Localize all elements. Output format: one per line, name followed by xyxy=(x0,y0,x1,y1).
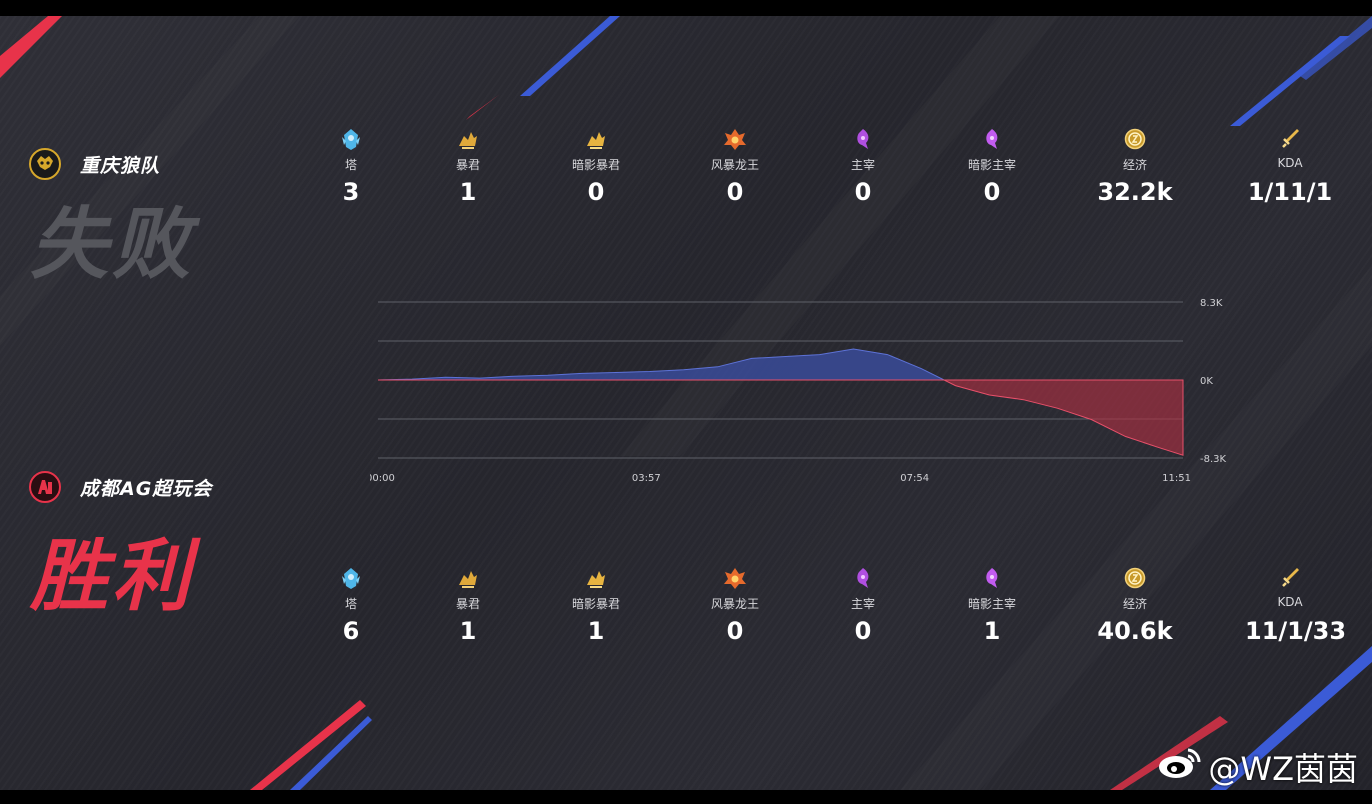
bottom-stat-value: 1 xyxy=(983,617,1001,645)
bottom-stat-value: 6 xyxy=(342,617,360,645)
weibo-watermark: @WZ茵茵 xyxy=(1156,744,1358,790)
storm-dragon-icon xyxy=(690,126,780,152)
tower-icon xyxy=(306,126,396,152)
top-stat-label: 经济 xyxy=(1122,158,1147,172)
top-stat-value: 0 xyxy=(983,178,1001,206)
sword-icon xyxy=(1245,126,1335,152)
gold-difference-chart: 8.3K 0K -8.3K 00:00 03:57 07:54 11:51 xyxy=(370,298,1227,484)
top-stat-3: 风暴龙王 0 xyxy=(690,126,780,206)
top-team-stats: 塔 3 暴君 1 暗影暴君 0 风暴龙王 0 主宰 0 暗影主宰 0 经济 32.2k KDA 1/11/1 xyxy=(320,126,1360,216)
top-stat-value: 1/11/1 xyxy=(1247,178,1333,206)
chart-y-tick-label: -8.3K xyxy=(1200,454,1227,465)
bottom-stat-label: 经济 xyxy=(1122,597,1147,611)
watermark-text: @WZ茵茵 xyxy=(1208,750,1358,788)
shadow-overlord-icon xyxy=(947,126,1037,152)
chart-y-tick-label: 8.3K xyxy=(1200,298,1223,309)
chart-x-tick-label: 00:00 xyxy=(370,473,395,484)
chart-area-negative xyxy=(378,379,1184,456)
bottom-stat-3: 风暴龙王 0 xyxy=(690,565,780,645)
bottom-stat-label: 主宰 xyxy=(850,597,875,611)
bottom-stat-6: 经济 40.6k xyxy=(1090,565,1180,645)
top-stat-1: 暴君 1 xyxy=(423,126,513,206)
shadow-tyrant-icon xyxy=(551,565,641,591)
top-stat-2: 暗影暴君 0 xyxy=(551,126,641,206)
bottom-team-header: 成都AG超玩会 xyxy=(28,470,212,504)
shadow-tyrant-icon xyxy=(551,126,641,152)
top-stat-label: 塔 xyxy=(344,158,357,172)
top-stat-value: 0 xyxy=(587,178,605,206)
top-stat-value: 1 xyxy=(459,178,477,206)
top-stat-6: 经济 32.2k xyxy=(1090,126,1180,206)
top-stat-4: 主宰 0 xyxy=(818,126,908,206)
chart-x-tick-label: 11:51 xyxy=(1162,473,1191,484)
chart-area-positive xyxy=(377,348,1183,381)
bottom-stat-7: KDA 11/1/33 xyxy=(1245,565,1347,645)
top-team-name: 重庆狼队 xyxy=(80,154,161,177)
chart-x-tick-label: 07:54 xyxy=(900,473,929,484)
tower-icon xyxy=(306,565,396,591)
bottom-team-name: 成都AG超玩会 xyxy=(80,477,213,500)
bottom-stat-label: 塔 xyxy=(344,597,357,611)
top-stat-label: KDA xyxy=(1277,156,1303,170)
top-stat-label: 暗影主宰 xyxy=(967,158,1016,172)
top-stat-label: 暴君 xyxy=(455,158,480,172)
scoreboard-screen: 重庆狼队 失败 塔 3 暴君 1 暗影暴君 0 风暴龙王 0 主宰 0 暗影主宰 0 经济 32.2k KD… xyxy=(0,16,1372,790)
bottom-stat-label: 暴君 xyxy=(455,597,480,611)
bottom-stat-4: 主宰 0 xyxy=(818,565,908,645)
top-stat-value: 0 xyxy=(854,178,872,206)
shadow-overlord-icon xyxy=(947,565,1037,591)
top-stat-value: 0 xyxy=(726,178,744,206)
bottom-stat-value: 0 xyxy=(726,617,744,645)
bottom-stat-value: 0 xyxy=(854,617,872,645)
bottom-stat-label: 暗影主宰 xyxy=(967,597,1016,611)
bottom-team-stats: 塔 6 暴君 1 暗影暴君 1 风暴龙王 0 主宰 0 暗影主宰 1 经济 40.6k KDA 11/1/33 xyxy=(320,565,1360,655)
chart-y-tick-label: 0K xyxy=(1200,376,1213,387)
top-stat-7: KDA 1/11/1 xyxy=(1245,126,1335,206)
tyrant-icon xyxy=(423,565,513,591)
gold-coin-icon xyxy=(1090,565,1180,591)
gold-coin-icon xyxy=(1090,126,1180,152)
bottom-stat-value: 11/1/33 xyxy=(1245,617,1347,645)
top-team-result: 失败 xyxy=(30,200,195,290)
ag-logo-icon xyxy=(28,470,62,504)
top-stat-label: 暗影暴君 xyxy=(571,158,620,172)
bottom-stat-label: 风暴龙王 xyxy=(710,597,759,611)
top-stat-label: 风暴龙王 xyxy=(710,158,759,172)
bottom-stat-value: 1 xyxy=(459,617,477,645)
top-stat-label: 主宰 xyxy=(850,158,875,172)
top-stat-value: 3 xyxy=(342,178,360,206)
bottom-stat-label: 暗影暴君 xyxy=(571,597,620,611)
bottom-stat-value: 1 xyxy=(587,617,605,645)
bottom-stat-1: 暴君 1 xyxy=(423,565,513,645)
sword-icon xyxy=(1245,565,1335,591)
overlord-icon xyxy=(818,565,908,591)
overlord-icon xyxy=(818,126,908,152)
top-stat-5: 暗影主宰 0 xyxy=(947,126,1037,206)
storm-dragon-icon xyxy=(690,565,780,591)
top-team-header: 重庆狼队 xyxy=(28,147,160,181)
bottom-team-result: 胜利 xyxy=(30,532,195,622)
wolves-logo-icon xyxy=(28,147,62,181)
bottom-stat-value: 40.6k xyxy=(1097,617,1173,645)
bottom-stat-5: 暗影主宰 1 xyxy=(947,565,1037,645)
tyrant-icon xyxy=(423,126,513,152)
bottom-stat-label: KDA xyxy=(1277,595,1303,609)
bottom-stat-2: 暗影暴君 1 xyxy=(551,565,641,645)
weibo-icon xyxy=(1156,746,1202,788)
chart-x-tick-label: 03:57 xyxy=(632,473,661,484)
top-stat-value: 32.2k xyxy=(1097,178,1173,206)
